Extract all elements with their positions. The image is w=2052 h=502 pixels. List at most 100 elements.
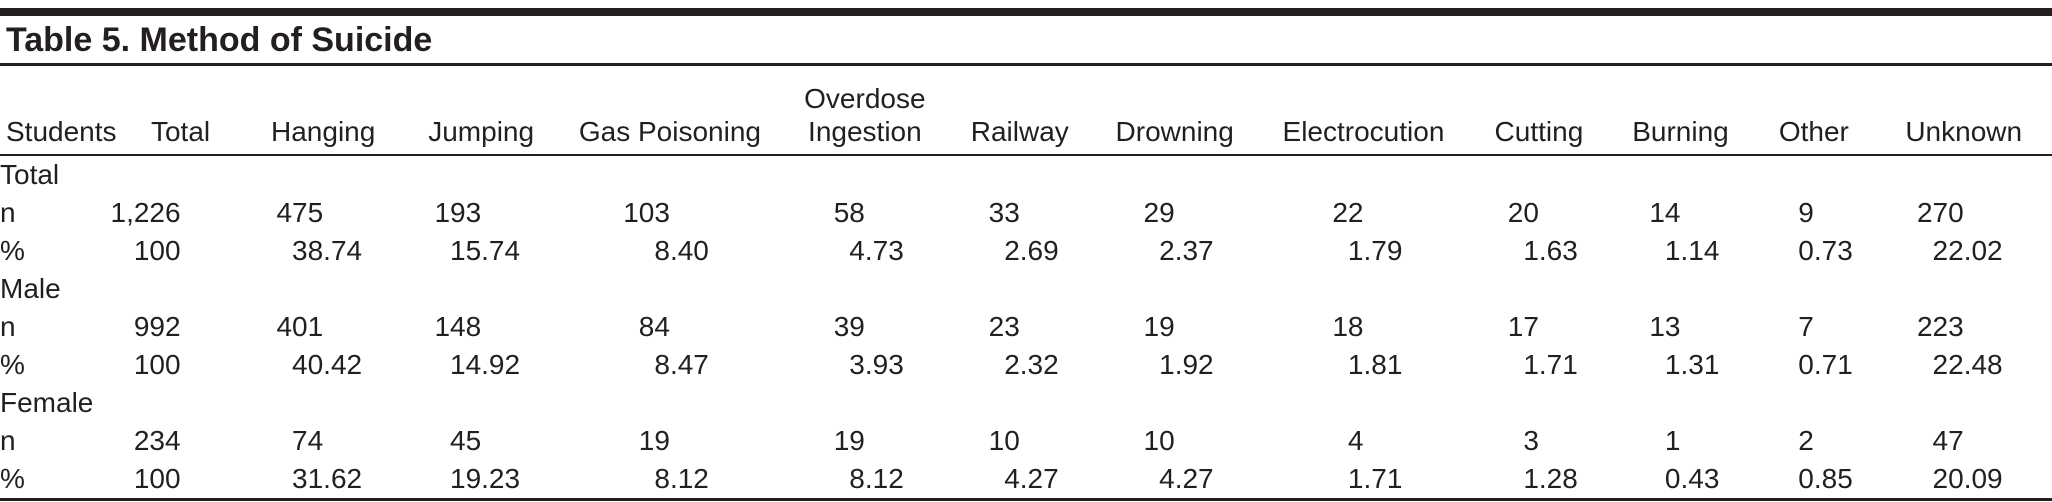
col-header-overdose-ingestion: Overdose Ingestion [781, 66, 948, 157]
col-header-unknown: Unknown [1875, 66, 2052, 157]
col-header-gas-poisoning: Gas Poisoning [558, 66, 782, 157]
empty-cell [404, 270, 558, 308]
value-cell: 193 [434, 197, 482, 229]
value-cell: 22.02 [1932, 235, 2003, 267]
value-cell: 1.79 [1347, 235, 1403, 267]
empty-cell [1875, 270, 2052, 308]
value-cell: 45 [450, 425, 482, 457]
value-cell: 4.27 [947, 460, 1092, 502]
value-cell: 17 [1507, 311, 1539, 343]
value-cell: 992 [133, 311, 181, 343]
value-cell: 8.40 [654, 235, 709, 267]
value-cell: 1.81 [1347, 349, 1403, 381]
empty-cell [782, 270, 948, 308]
value-cell: 0.71 [1798, 349, 1853, 381]
value-cell: 40.42 [292, 349, 363, 381]
empty-cell [1092, 384, 1258, 422]
value-cell: 0.73 [1798, 235, 1853, 267]
empty-cell [1092, 270, 1258, 308]
table-body: Total n 1,226 475 193 103 58 33 29 22 20 14 9 270% 100… [0, 155, 2052, 502]
value-cell: 1.28 [1469, 460, 1609, 502]
empty-cell [1609, 384, 1753, 422]
value-cell: 100 [133, 349, 181, 381]
value-cell: 1.92 [1159, 349, 1214, 381]
value-cell: 13 [1649, 311, 1681, 343]
value-cell: 38.74 [292, 235, 363, 267]
value-cell: 148 [434, 311, 482, 343]
col-header-electrocution: Electrocution [1257, 66, 1470, 157]
value-cell: 7 [1798, 311, 1814, 343]
empty-cell [242, 155, 404, 194]
value-cell: 39 [833, 311, 865, 343]
value-cell: 19 [638, 425, 670, 457]
table-title: Table 5. Method of Suicide [0, 16, 2052, 67]
empty-cell [1875, 155, 2052, 194]
col-header-cutting: Cutting [1469, 66, 1609, 157]
col-header-railway: Railway [947, 66, 1092, 157]
value-cell: 1.14 [1664, 235, 1720, 267]
empty-cell [242, 384, 404, 422]
empty-cell [1609, 155, 1753, 194]
value-cell: 10 [988, 425, 1020, 457]
value-cell: 1.71 [1257, 460, 1470, 502]
group-label: Total [0, 159, 60, 191]
value-cell: 401 [276, 311, 324, 343]
value-cell: 270 [1916, 197, 1964, 229]
data-table: Students Total Hanging Jumping Gas Poisoning… [0, 66, 2052, 502]
empty-cell [119, 155, 242, 194]
empty-cell [1609, 270, 1753, 308]
value-cell: 15.74 [450, 235, 521, 267]
empty-cell [404, 384, 558, 422]
empty-cell [1752, 270, 1875, 308]
empty-cell [119, 270, 242, 308]
value-cell: 84 [638, 311, 670, 343]
value-cell: 19 [833, 425, 865, 457]
value-cell: 19 [1143, 311, 1175, 343]
row-label: % [0, 460, 120, 502]
empty-cell [1469, 384, 1609, 422]
value-cell: 22.48 [1932, 349, 2003, 381]
row-label: n [0, 311, 16, 343]
empty-cell [1752, 155, 1875, 194]
value-cell: 23 [988, 311, 1020, 343]
value-cell: 8.12 [781, 460, 948, 502]
table-header: Students Total Hanging Jumping Gas Poisoning… [0, 66, 2052, 157]
empty-cell [1469, 270, 1609, 308]
empty-cell [1752, 384, 1875, 422]
empty-cell [1092, 155, 1258, 194]
value-cell: 14.92 [450, 349, 521, 381]
data-row: % 100 31.62 19.23 8.12 8.12 4.27 4.27 1.71 1.28 0.… [0, 460, 2052, 502]
value-cell: 3 [1523, 425, 1539, 457]
value-cell: 234 [133, 425, 181, 457]
value-cell: 9 [1798, 197, 1814, 229]
value-cell: 0.85 [1752, 460, 1876, 502]
value-cell: 1,226 [110, 197, 181, 229]
data-row: % 100 40.42 14.92 8.47 3.93 2.32 1.92 1.81 1.71 1.… [0, 346, 2052, 384]
group-label: Male [0, 273, 61, 305]
value-cell: 1 [1664, 425, 1681, 457]
value-cell: 2.37 [1159, 235, 1214, 267]
value-cell: 47 [1932, 425, 1964, 457]
empty-cell [948, 270, 1092, 308]
group-row-total: Total [0, 155, 2052, 194]
empty-cell [1469, 155, 1609, 194]
value-cell: 3.93 [849, 349, 904, 381]
col-header-drowning: Drowning [1091, 66, 1258, 157]
group-row-female: Female [0, 384, 2052, 422]
empty-cell [782, 155, 948, 194]
data-row: n 234 74 45 19 19 10 10 4 3 1 2 47 [0, 422, 2052, 460]
value-cell: 74 [292, 425, 324, 457]
value-cell: 8.47 [654, 349, 709, 381]
value-cell: 18 [1332, 311, 1364, 343]
value-cell: 10 [1143, 425, 1175, 457]
value-cell: 1.71 [1523, 349, 1578, 381]
row-label: % [0, 349, 25, 381]
value-cell: 2.69 [1004, 235, 1059, 267]
data-row: n 1,226 475 193 103 58 33 29 22 20 14 9 270 [0, 194, 2052, 232]
header-row: Students Total Hanging Jumping Gas Poisoning… [0, 66, 2052, 157]
col-header-burning: Burning [1608, 66, 1753, 157]
value-cell: 14 [1649, 197, 1681, 229]
value-cell: 100 [119, 460, 243, 502]
row-label: n [0, 197, 16, 229]
data-row: % 100 38.74 15.74 8.40 4.73 2.69 2.37 1.79 1.63 1.… [0, 232, 2052, 270]
